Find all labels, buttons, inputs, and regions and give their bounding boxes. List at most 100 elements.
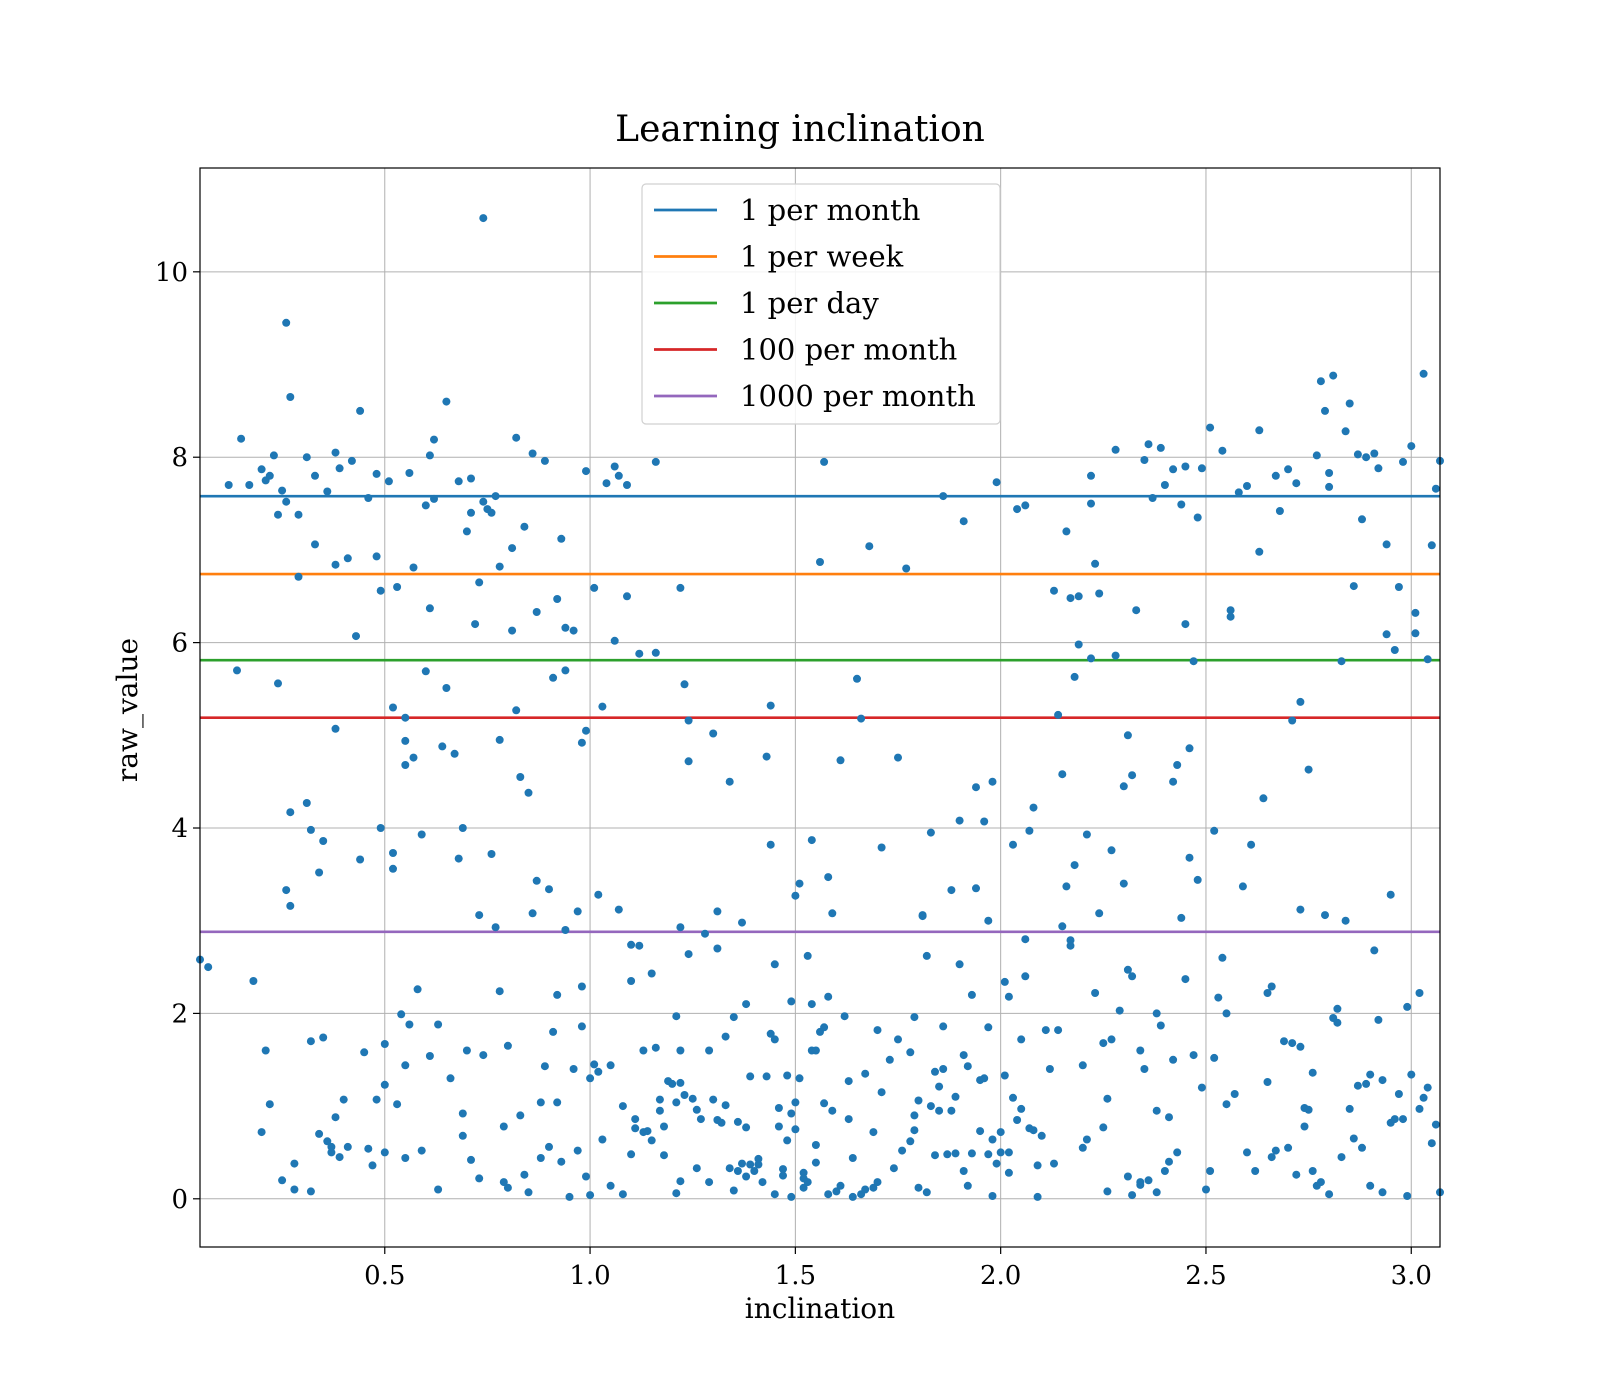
data-point (421, 501, 430, 510)
data-point (1025, 826, 1034, 835)
data-point (1156, 1021, 1165, 1030)
data-point (1288, 1039, 1297, 1048)
data-point (327, 1148, 336, 1157)
data-point (1255, 547, 1264, 556)
data-point (1128, 1191, 1137, 1200)
data-point (844, 1077, 853, 1086)
data-point (1169, 465, 1178, 474)
data-point (1136, 1046, 1145, 1055)
data-point (1103, 1094, 1112, 1103)
data-point (545, 885, 553, 894)
data-point (1128, 972, 1137, 981)
data-point (1115, 1006, 1124, 1015)
y-tick-label: 2 (171, 999, 188, 1029)
data-point (980, 817, 989, 826)
data-point (869, 1183, 878, 1192)
data-point (1353, 1081, 1362, 1090)
data-point (372, 469, 381, 478)
data-point (1148, 494, 1157, 502)
data-point (660, 1122, 668, 1131)
data-point (1386, 890, 1395, 899)
data-point (491, 923, 500, 932)
data-point (902, 564, 911, 573)
data-point (1070, 672, 1079, 681)
data-point (1066, 594, 1075, 603)
plot-frame (199, 167, 1441, 1248)
data-point (1284, 465, 1293, 474)
data-point (315, 868, 324, 877)
data-point (840, 1012, 849, 1021)
data-point (746, 1072, 755, 1081)
data-point (331, 1113, 340, 1122)
data-point (955, 816, 964, 825)
data-point (926, 1102, 935, 1111)
data-point (795, 1074, 804, 1083)
data-point (352, 632, 360, 641)
data-point (401, 1154, 410, 1162)
data-point (1181, 975, 1190, 984)
data-point (627, 940, 636, 949)
data-point (1399, 1115, 1407, 1124)
data-point (1341, 427, 1350, 436)
data-point (401, 1061, 410, 1070)
data-point (680, 680, 689, 689)
data-point (1091, 559, 1100, 568)
data-point (561, 623, 570, 632)
data-point (393, 583, 402, 591)
data-point (676, 1177, 685, 1186)
data-point (1353, 450, 1362, 459)
data-point (709, 729, 718, 738)
x-tick-label: 0.5 (364, 1261, 405, 1291)
data-point (922, 951, 931, 960)
legend: 1 per month 1 per week 1 per day 100 per mo… (641, 183, 1001, 425)
data-point (660, 1151, 668, 1160)
data-point (1111, 651, 1120, 660)
data-point (425, 604, 434, 613)
data-point (1169, 777, 1178, 786)
data-point (1029, 1126, 1038, 1135)
data-point (651, 648, 660, 657)
data-point (545, 1142, 553, 1151)
data-point (828, 1106, 837, 1115)
data-point (635, 649, 644, 658)
data-point (1296, 1042, 1305, 1051)
data-point (898, 1146, 907, 1155)
data-point (1308, 1068, 1317, 1077)
data-point (1390, 646, 1399, 654)
data-point (1312, 451, 1321, 460)
data-point (676, 1078, 685, 1087)
legend-label: 1 per day (740, 286, 879, 320)
data-point (1197, 1083, 1206, 1092)
data-point (1189, 657, 1198, 666)
data-point (848, 1192, 857, 1201)
data-point (311, 471, 319, 480)
data-point (807, 836, 816, 845)
data-point (347, 456, 356, 465)
data-point (499, 1178, 508, 1187)
data-point (959, 1051, 968, 1060)
data-point (992, 478, 1001, 487)
data-point (1074, 640, 1083, 649)
data-point (1152, 1106, 1161, 1115)
data-point (873, 1026, 882, 1035)
data-point (1004, 992, 1013, 1001)
data-point (1111, 445, 1120, 454)
data-point (963, 1062, 972, 1071)
data-point (278, 486, 287, 495)
data-point (853, 674, 861, 683)
data-point (1165, 1113, 1173, 1122)
data-point (204, 963, 213, 972)
data-point (286, 808, 295, 817)
data-point (261, 1046, 270, 1055)
data-point (516, 773, 525, 781)
data-point (824, 992, 833, 1001)
data-point (1087, 654, 1095, 663)
data-point (1091, 989, 1100, 997)
data-point (910, 1013, 919, 1022)
data-point (1177, 500, 1186, 509)
data-point (401, 761, 410, 769)
y-axis-label: raw_value (111, 638, 144, 782)
data-point (959, 1167, 968, 1175)
data-point (1296, 697, 1305, 706)
data-point (643, 1127, 652, 1136)
